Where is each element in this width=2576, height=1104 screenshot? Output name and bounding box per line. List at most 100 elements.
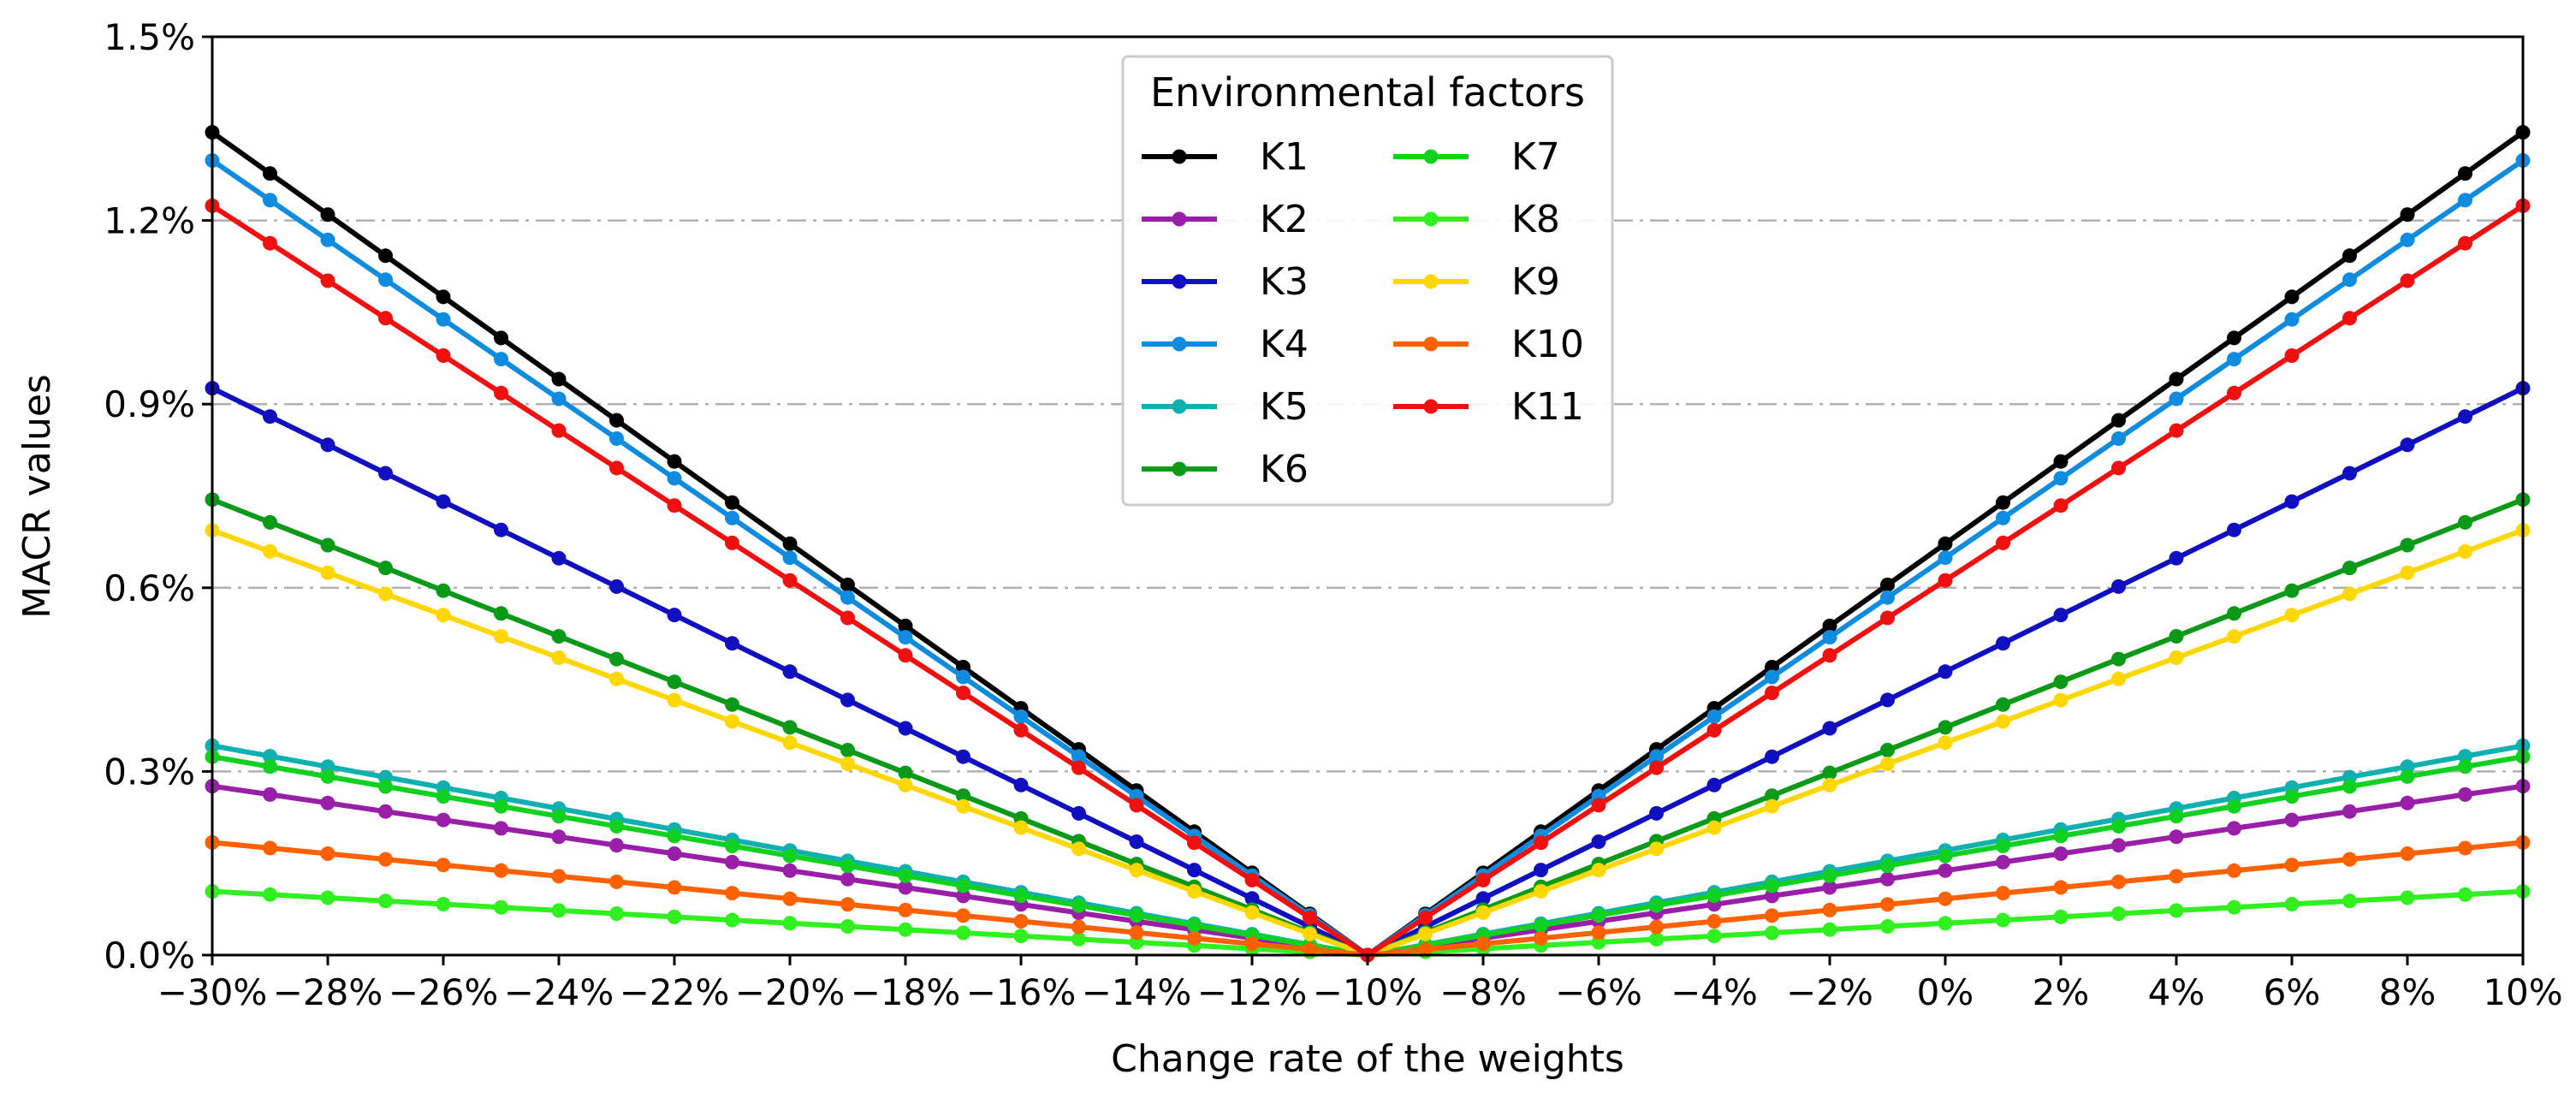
data-point	[1765, 749, 1779, 764]
data-point	[2400, 795, 2415, 810]
data-point	[2169, 423, 2184, 438]
data-point	[840, 919, 855, 934]
data-point	[2458, 759, 2472, 775]
data-point	[2342, 248, 2357, 264]
x-tick-label: −26%	[389, 971, 499, 1013]
data-point	[2053, 846, 2069, 861]
data-point	[1591, 925, 1606, 941]
data-point	[1880, 692, 1895, 708]
data-point	[551, 391, 567, 407]
data-point	[956, 908, 970, 923]
data-point	[2458, 514, 2472, 530]
data-point	[2284, 608, 2300, 623]
data-point	[2458, 786, 2472, 802]
data-point	[1822, 618, 1837, 633]
data-point	[609, 874, 624, 889]
data-point	[2342, 586, 2357, 602]
data-point	[898, 721, 913, 736]
data-point	[2458, 235, 2472, 251]
data-point	[1765, 888, 1779, 904]
data-point	[378, 852, 393, 867]
data-point	[667, 471, 682, 486]
data-point	[1649, 931, 1664, 947]
data-point	[2053, 674, 2069, 690]
data-point	[263, 759, 277, 775]
x-tick-label: 10%	[2483, 971, 2562, 1013]
legend-marker	[1172, 149, 1187, 164]
data-point	[2400, 537, 2415, 553]
data-point	[2169, 650, 2184, 665]
data-point	[782, 863, 798, 878]
data-point	[1129, 863, 1144, 878]
data-point	[1880, 757, 1895, 772]
data-point	[1706, 777, 1722, 792]
data-point	[1013, 722, 1029, 738]
data-point	[1071, 931, 1086, 947]
data-point	[1996, 714, 2010, 729]
data-point	[494, 899, 508, 915]
data-point	[609, 838, 624, 853]
data-point	[378, 804, 393, 819]
data-point	[1938, 735, 1953, 751]
data-point	[378, 272, 393, 288]
data-point	[2227, 863, 2241, 878]
data-point	[263, 193, 277, 208]
data-point	[1649, 749, 1664, 764]
legend-label: K8	[1511, 198, 1560, 241]
data-point	[898, 922, 913, 937]
data-point	[320, 890, 335, 905]
data-point	[1880, 871, 1895, 887]
data-point	[2053, 498, 2069, 513]
data-point	[1534, 930, 1548, 946]
data-point	[667, 674, 682, 690]
data-point	[609, 460, 624, 476]
data-point	[436, 583, 451, 598]
data-point	[1822, 721, 1837, 736]
legend-label: K1	[1260, 135, 1309, 179]
data-point	[1303, 910, 1317, 925]
data-point	[2400, 565, 2415, 580]
data-point	[2111, 818, 2126, 834]
data-point	[551, 371, 567, 387]
data-point	[551, 869, 567, 884]
data-point	[1880, 897, 1895, 912]
data-point	[2111, 874, 2126, 889]
data-point	[782, 664, 798, 680]
data-point	[2458, 887, 2472, 902]
data-point	[436, 789, 451, 804]
legend-label: K11	[1511, 385, 1584, 429]
data-point	[551, 423, 567, 438]
data-point	[2458, 193, 2472, 208]
data-point	[320, 795, 335, 810]
data-point	[956, 669, 970, 685]
data-point	[1765, 686, 1779, 701]
data-point	[1938, 848, 1953, 864]
data-point	[378, 893, 393, 909]
data-point	[2111, 838, 2126, 853]
data-point	[551, 650, 567, 665]
x-tick-label: −14%	[1082, 971, 1192, 1013]
data-point	[1303, 926, 1317, 941]
data-point	[1938, 863, 1953, 878]
data-point	[436, 494, 451, 509]
data-point	[725, 535, 739, 550]
legend-item-k4: K4	[1142, 323, 1309, 366]
data-point	[378, 586, 393, 602]
data-point	[1071, 919, 1086, 935]
legend-label: K4	[1260, 323, 1309, 366]
legend-item-k10: K10	[1393, 323, 1584, 366]
data-point	[725, 854, 739, 870]
data-point	[2342, 311, 2357, 326]
data-point	[2227, 352, 2241, 367]
data-point	[1071, 841, 1086, 857]
data-point	[1706, 929, 1722, 944]
data-point	[1418, 910, 1433, 925]
data-point	[1822, 765, 1837, 781]
data-point	[2169, 903, 2184, 918]
data-point	[609, 431, 624, 446]
data-point	[1938, 550, 1953, 566]
data-point	[551, 629, 567, 644]
x-tick-label: −24%	[504, 971, 614, 1013]
data-point	[1071, 749, 1086, 764]
data-point	[263, 887, 277, 902]
